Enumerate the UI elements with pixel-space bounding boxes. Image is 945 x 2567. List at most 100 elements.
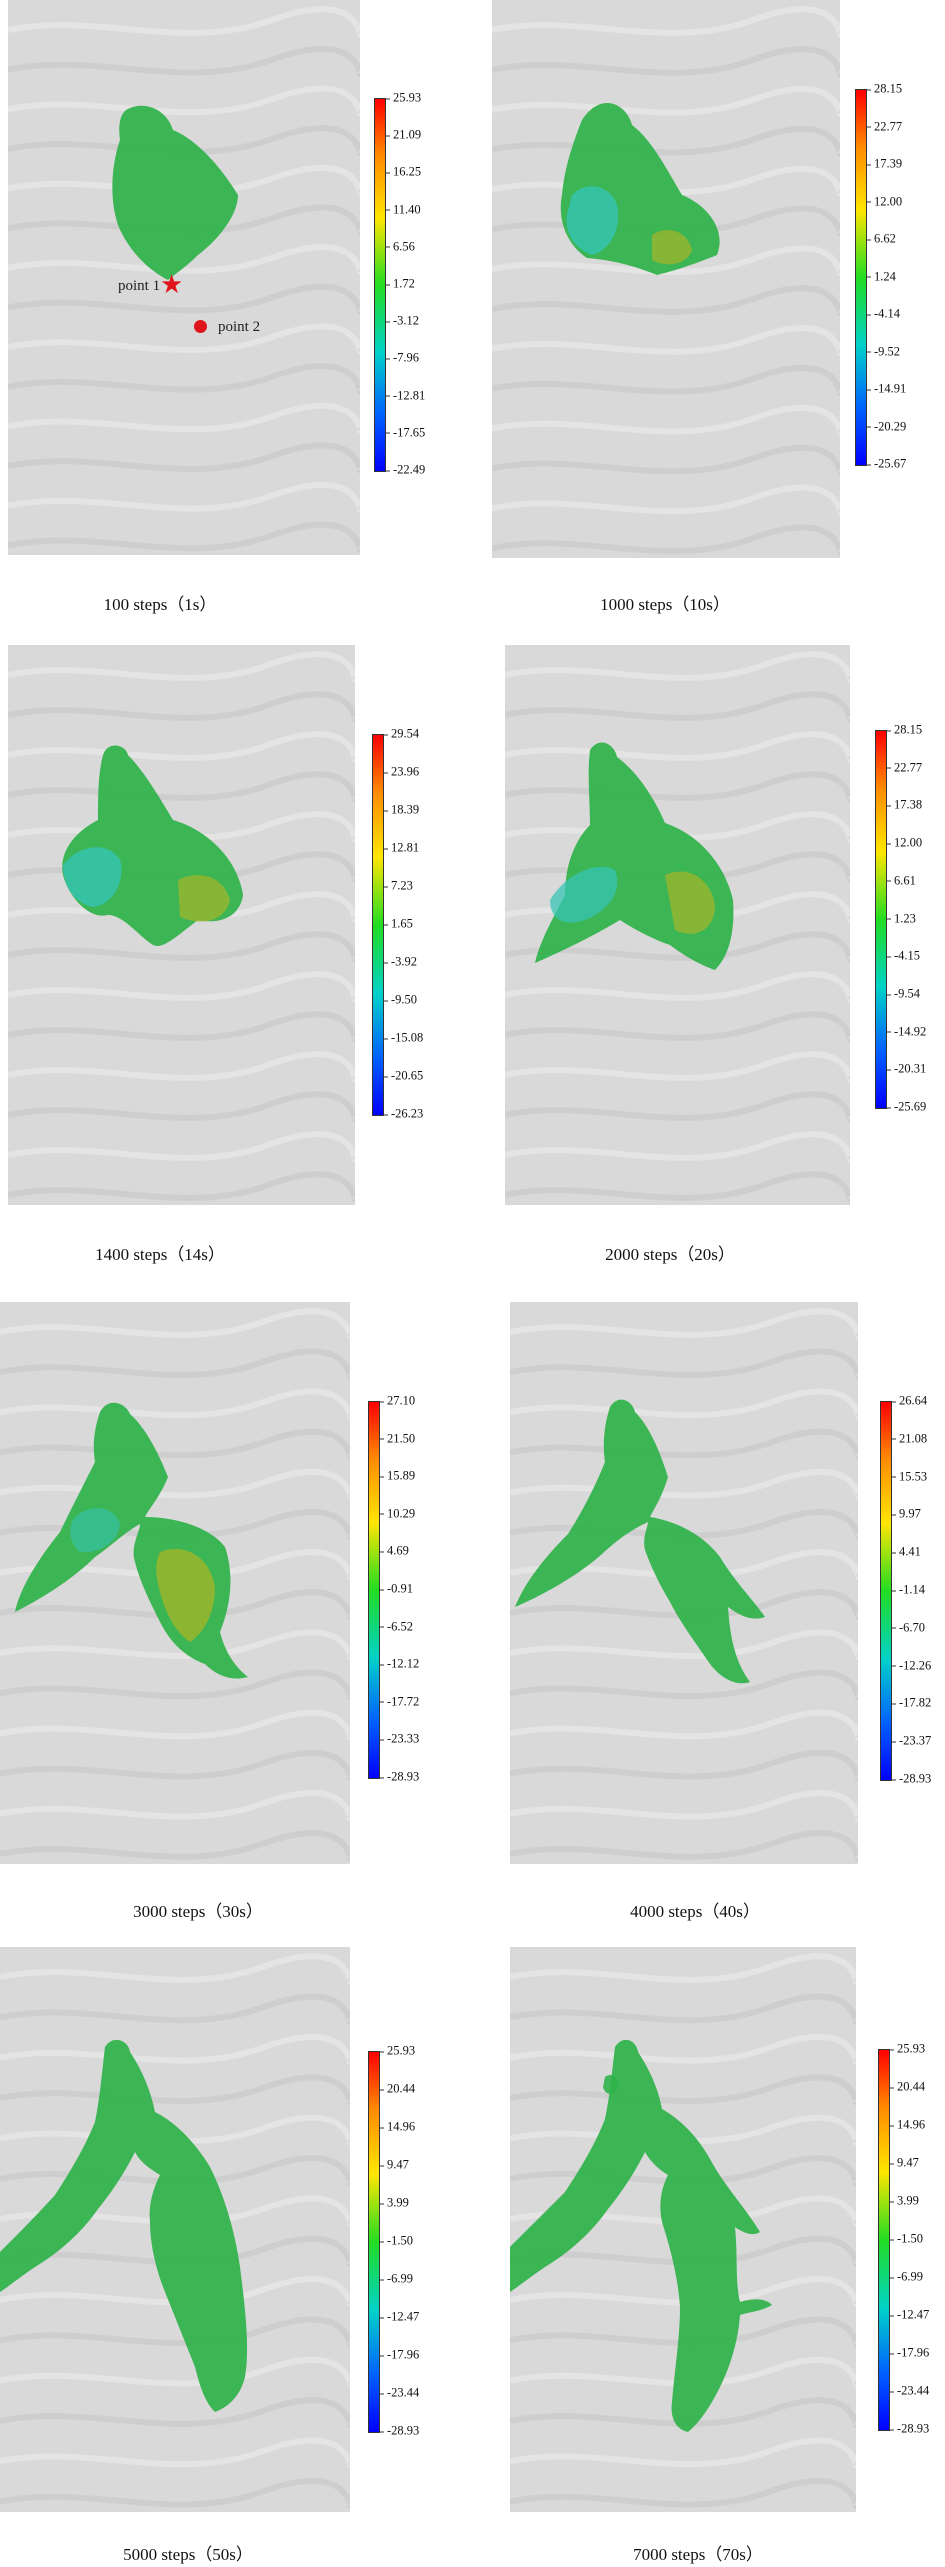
terrain-ridge: [510, 1308, 858, 1340]
colorbar-tick: 25.93: [386, 91, 421, 106]
terrain-ridge: [0, 1589, 350, 1621]
colorbar-tick: 9.47: [890, 2156, 919, 2171]
colorbar-tick: -9.52: [867, 344, 900, 359]
colorbar-tick: -23.44: [890, 2384, 929, 2399]
terrain-ridge: [0, 1468, 350, 1500]
terrain-ridges: [492, 6, 840, 556]
colorbar-tick: -17.96: [890, 2346, 929, 2361]
terrain-ridge: [0, 1789, 350, 1821]
point-1-label: point 1: [118, 278, 161, 294]
terrain-ridge: [0, 1709, 350, 1741]
terrain-ridge: [8, 85, 360, 117]
terrain-ridge: [0, 1749, 350, 1781]
colorbar-tick: 18.39: [384, 803, 419, 818]
landslide-map: [510, 1953, 856, 2509]
terrain-ridge: [505, 731, 850, 763]
colorbar-tick: 21.50: [380, 1431, 415, 1446]
colorbar-tick: -14.92: [887, 1024, 926, 1039]
colorbar-tick: 6.62: [867, 232, 896, 247]
colorbar-tick: 27.10: [380, 1394, 415, 1409]
terrain-ridge: [8, 931, 355, 963]
colorbar: 27.10 21.50 15.89 10.29 4.69 -0.91 -6.52…: [368, 1394, 438, 1784]
colorbar-tick: 29.54: [384, 727, 419, 742]
terrain-ridge: [0, 2033, 350, 2065]
panel-caption: 100 steps（1s）: [103, 595, 217, 614]
colorbar-gradient: [368, 2051, 380, 2433]
terrain-ridge: [510, 2397, 856, 2428]
panel-caption: 3000 steps（30s）: [133, 1902, 263, 1921]
colorbar-tick: 28.15: [887, 723, 922, 738]
terrain-ridge: [8, 402, 360, 434]
colorbar-tick: -22.49: [386, 463, 425, 478]
terrain-image: [0, 1947, 350, 2512]
point-2-label: point 2: [218, 319, 261, 335]
colorbar-tick: 1.72: [386, 277, 415, 292]
panel-caption: 4000 steps（40s）: [630, 1902, 760, 1921]
colorbar-tick: 12.00: [887, 836, 922, 851]
terrain-ridge: [492, 85, 840, 117]
terrain-ridge: [510, 2477, 856, 2509]
colorbar-tick: -3.92: [384, 955, 417, 970]
colorbar-tick: -25.67: [867, 457, 906, 472]
terrain-ridge: [0, 1830, 350, 1861]
terrain-ridge: [505, 691, 850, 723]
terrain-ridges: [8, 6, 360, 553]
colorbar-gradient: [374, 98, 386, 472]
colorbar-gradient: [855, 89, 867, 466]
colorbar-gradient: [875, 730, 887, 1109]
terrain-ridge: [8, 204, 360, 236]
colorbar-tick: 22.77: [887, 760, 922, 775]
terrain-ridge: [492, 46, 840, 77]
terrain-ridge: [505, 811, 850, 843]
panel-caption: 7000 steps（70s）: [633, 2545, 763, 2564]
colorbar-tick: -28.93: [380, 1770, 419, 1785]
terrain-ridge: [0, 2397, 350, 2428]
terrain-ridge: [510, 1993, 856, 2025]
terrain-ridge: [0, 2235, 350, 2267]
terrain-ridge: [8, 1091, 355, 1123]
terrain-ridge: [8, 6, 360, 38]
colorbar-gradient: [880, 1401, 892, 1781]
terrain-ridge: [505, 1171, 850, 1203]
terrain-ridge: [510, 2316, 856, 2348]
colorbar-tick: -12.12: [380, 1657, 419, 1672]
colorbar-tick: -1.50: [890, 2232, 923, 2247]
terrain-image: [492, 0, 840, 558]
terrain-ridge: [492, 285, 840, 317]
colorbar-tick: -15.08: [384, 1031, 423, 1046]
colorbar-tick: -28.93: [892, 1772, 931, 1787]
colorbar-tick: 23.96: [384, 765, 419, 780]
colorbar-tick: -6.52: [380, 1619, 413, 1634]
landslide-map: [0, 1308, 350, 1861]
landslide-mass: [510, 2039, 772, 2432]
side-deposit: [603, 2075, 619, 2094]
negative-zone: [63, 847, 122, 907]
terrain-ridge: [8, 442, 360, 474]
colorbar-tick: -12.47: [380, 2310, 419, 2325]
terrain-ridge: [510, 1468, 858, 1500]
colorbar-gradient: [878, 2049, 890, 2431]
colorbar-tick: -6.70: [892, 1620, 925, 1635]
colorbar-tick: 9.47: [380, 2158, 409, 2173]
colorbar-tick: -0.91: [380, 1582, 413, 1597]
terrain-ridge: [0, 2316, 350, 2348]
terrain-image: [510, 1302, 858, 1864]
landslide-map: [505, 651, 850, 1203]
terrain-ridge: [505, 1091, 850, 1123]
terrain-ridge: [505, 1051, 850, 1083]
colorbar-tick: 4.69: [380, 1544, 409, 1559]
terrain-ridge: [505, 651, 850, 683]
terrain-ridge: [8, 244, 360, 275]
colorbar-tick: -7.96: [386, 351, 419, 366]
colorbar-gradient: [368, 1401, 380, 1779]
terrain-ridge: [0, 1428, 350, 1460]
terrain-ridge: [492, 364, 840, 396]
landslide-map: [510, 1308, 858, 1861]
terrain-ridge: [510, 1953, 856, 1985]
colorbar-tick: 3.99: [890, 2194, 919, 2209]
terrain-ridge: [492, 245, 840, 277]
colorbar-tick: -1.14: [892, 1583, 925, 1598]
colorbar-tick: -23.37: [892, 1734, 931, 1749]
colorbar-tick: 25.93: [380, 2044, 415, 2059]
terrain-ridge: [492, 6, 840, 38]
